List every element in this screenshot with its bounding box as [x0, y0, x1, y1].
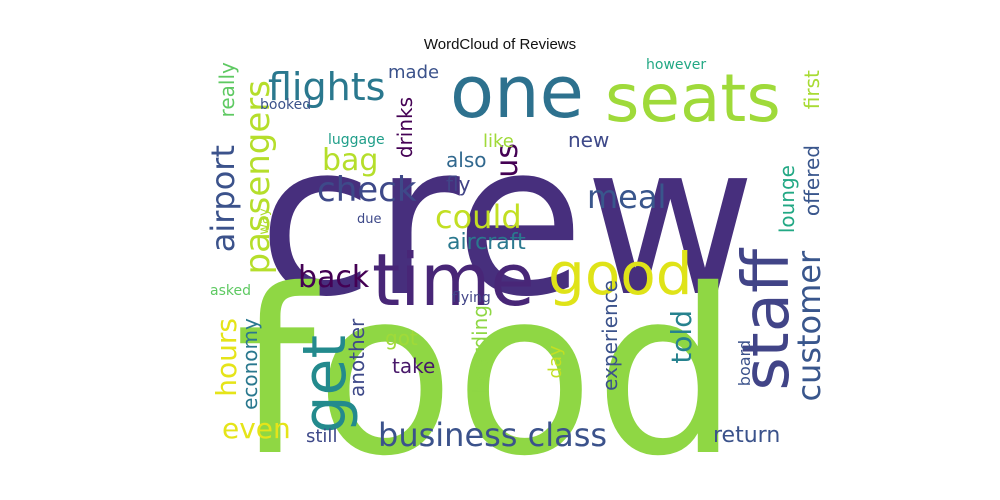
word-aircraft: aircraft — [447, 230, 526, 255]
word-told: told — [665, 310, 698, 364]
word-could: could — [435, 198, 522, 236]
word-drinks: drinks — [393, 97, 417, 158]
word-economy: economy — [238, 318, 262, 410]
word-airport: airport — [204, 145, 242, 252]
word-get: get — [290, 335, 360, 434]
chart-title: WordCloud of Reviews — [423, 36, 577, 53]
word-like: like — [483, 131, 514, 152]
word-food: food — [235, 240, 739, 500]
word-one: one — [450, 50, 584, 134]
word-take: take — [392, 354, 435, 378]
word-customer: customer — [790, 250, 828, 402]
word-also: also — [446, 148, 486, 172]
word-fly: fly — [446, 172, 471, 196]
word-boarding: boarding — [468, 305, 492, 394]
word-still: still — [306, 426, 337, 447]
word-business-class: business class — [378, 416, 607, 454]
word-flights: flights — [268, 65, 385, 109]
word-got: got — [385, 326, 418, 350]
word-back: back — [298, 260, 370, 295]
word-offered: offered — [800, 145, 824, 216]
word-new: new — [568, 128, 609, 152]
word-passengers: passengers — [238, 80, 278, 275]
word-experience: experience — [598, 280, 622, 391]
word-staff: staff — [730, 247, 804, 391]
word-luggage: luggage — [328, 132, 385, 148]
word-meal: meal — [587, 178, 666, 216]
word-us: us — [490, 143, 525, 178]
word-good: good — [548, 240, 693, 308]
word-check: check — [317, 170, 417, 210]
word-time: time — [372, 238, 535, 322]
word-another: another — [345, 318, 369, 397]
word-due: due — [357, 212, 382, 227]
word-seats: seats — [605, 60, 781, 137]
word-way: way — [257, 208, 272, 235]
word-crew: crew — [258, 98, 756, 343]
word-however: however — [646, 57, 706, 73]
word-board: board — [735, 340, 754, 386]
word-booked: booked — [260, 97, 311, 113]
word-even: even — [222, 412, 291, 445]
word-made: made — [388, 62, 439, 83]
word-bag: bag — [322, 143, 378, 178]
word-first: first — [800, 70, 824, 109]
word-hours: hours — [210, 318, 243, 397]
word-really: really — [215, 62, 239, 117]
word-day: day — [545, 345, 566, 378]
word-lounge: lounge — [775, 165, 799, 233]
word-flying: flying — [452, 290, 491, 306]
word-asked: asked — [210, 283, 251, 299]
word-return: return — [713, 423, 780, 448]
